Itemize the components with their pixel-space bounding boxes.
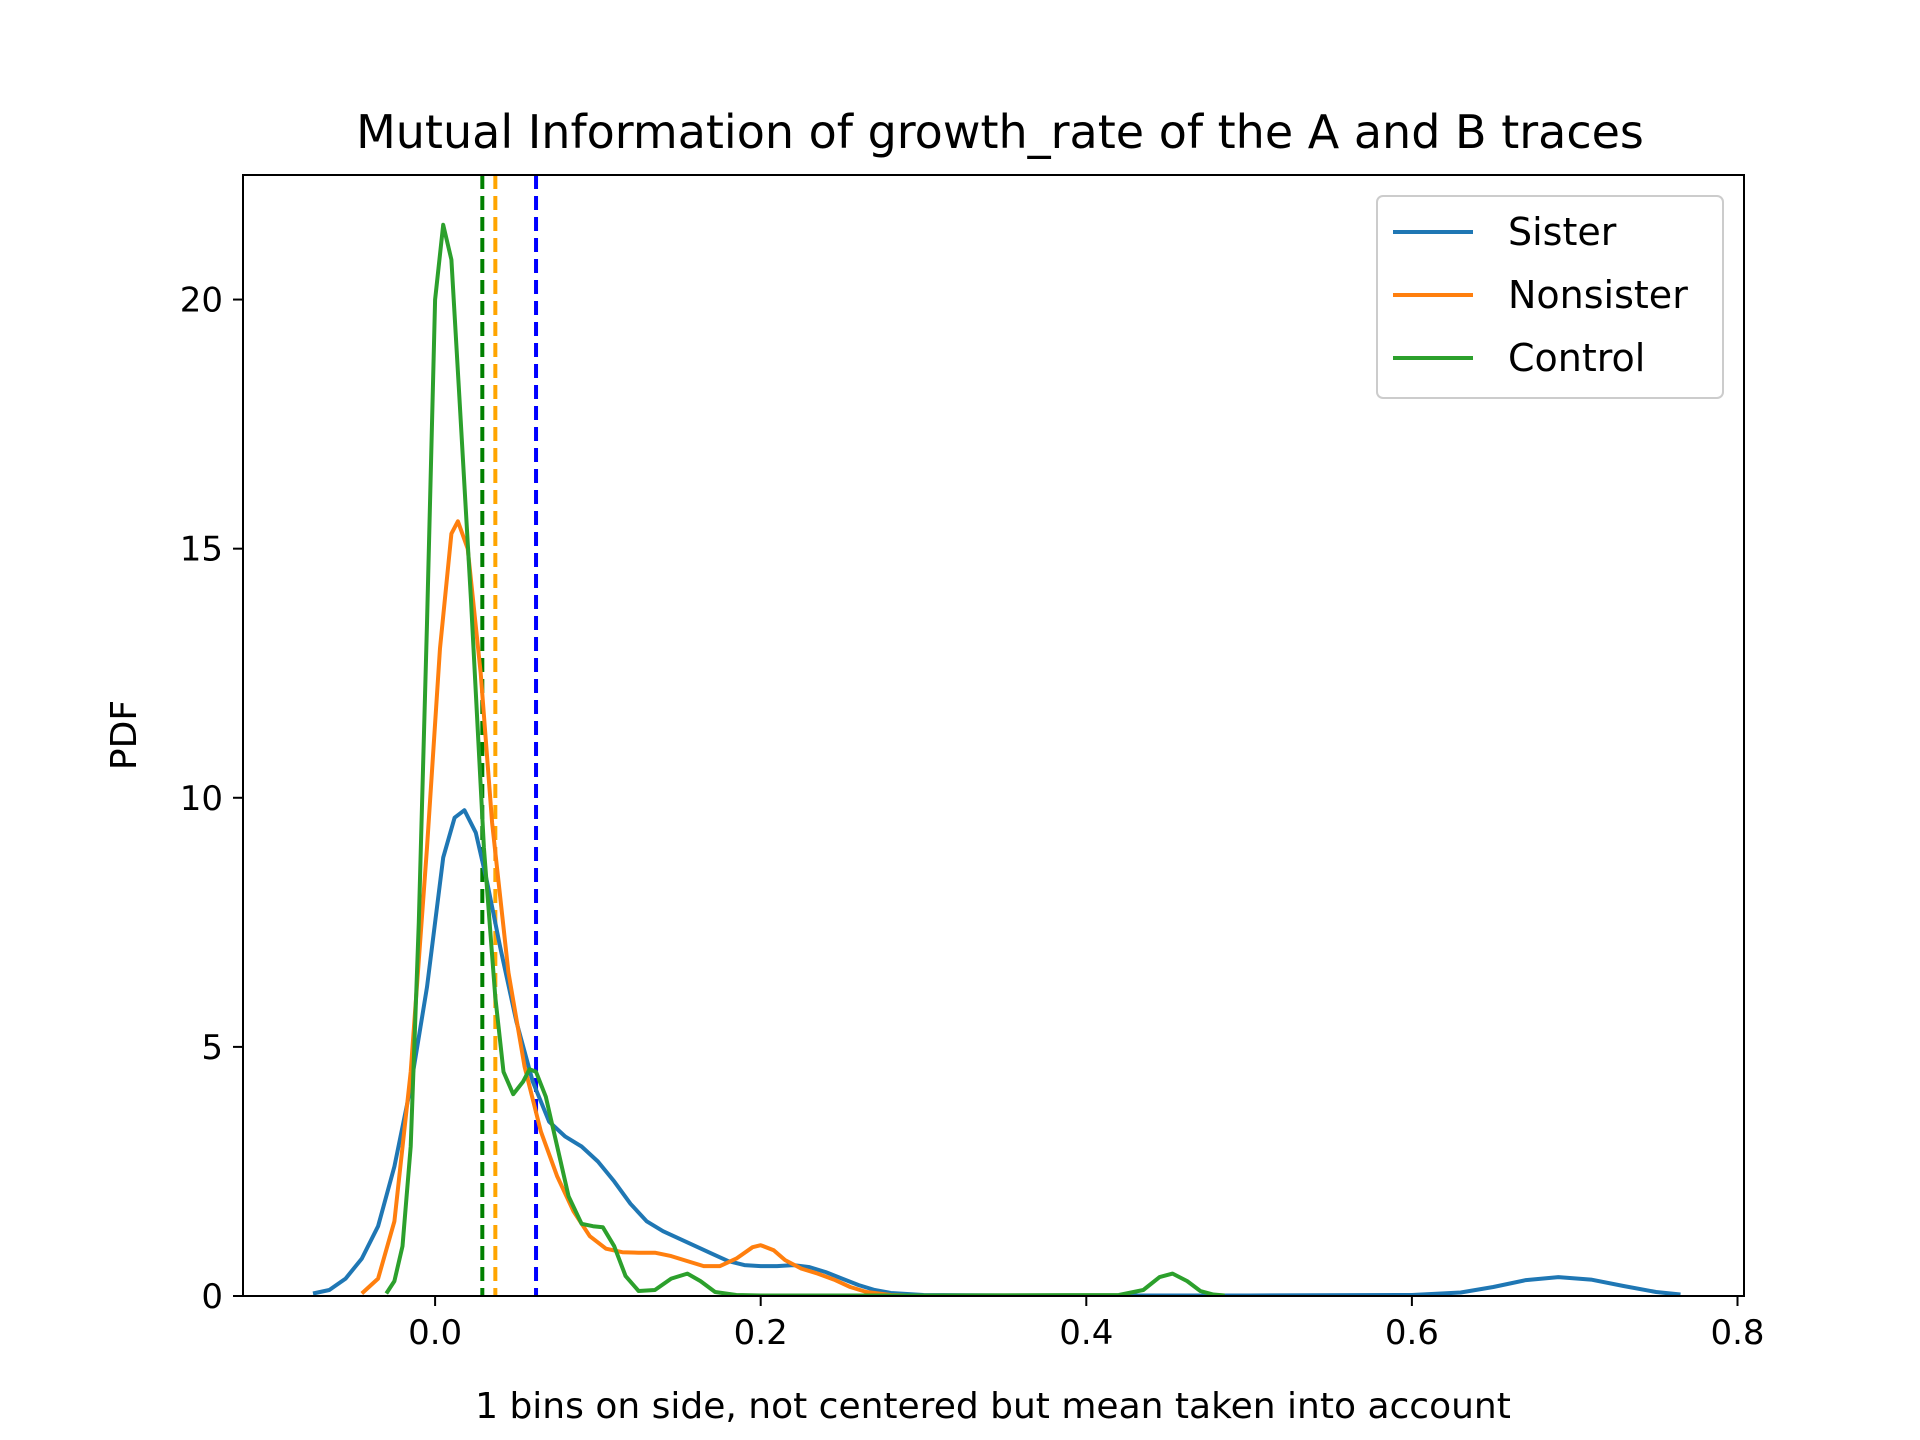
y-tick-label: 15	[180, 530, 223, 570]
x-tick-label: 0.0	[408, 1313, 462, 1353]
legend: Sister Nonsister Control	[1376, 195, 1724, 399]
y-axis-label: PDF	[104, 700, 145, 770]
legend-label-nonsister: Nonsister	[1508, 273, 1688, 317]
y-ticks: 0 5 10 15 20	[180, 281, 243, 1317]
y-tick-label: 0	[201, 1277, 223, 1317]
axes-frame	[242, 174, 1745, 1297]
legend-label-control: Control	[1508, 336, 1645, 380]
chart-title: Mutual Information of growth_rate of the…	[356, 105, 1644, 159]
legend-box	[1376, 195, 1724, 399]
x-axis-label: 1 bins on side, not centered but mean ta…	[475, 1386, 1511, 1427]
y-tick-label: 5	[201, 1028, 223, 1068]
x-tick-label: 0.8	[1710, 1313, 1764, 1353]
plot-area	[312, 175, 1681, 1296]
series-line-nonsister	[360, 519, 908, 1296]
legend-label-sister: Sister	[1508, 210, 1617, 254]
y-tick-label: 10	[180, 779, 223, 819]
x-tick-label: 0.6	[1385, 1313, 1439, 1353]
x-ticks: 0.0 0.2 0.4 0.6 0.8	[408, 1296, 1765, 1353]
x-tick-label: 0.4	[1059, 1313, 1113, 1353]
x-tick-label: 0.2	[734, 1313, 788, 1353]
y-tick-label: 20	[180, 281, 223, 321]
